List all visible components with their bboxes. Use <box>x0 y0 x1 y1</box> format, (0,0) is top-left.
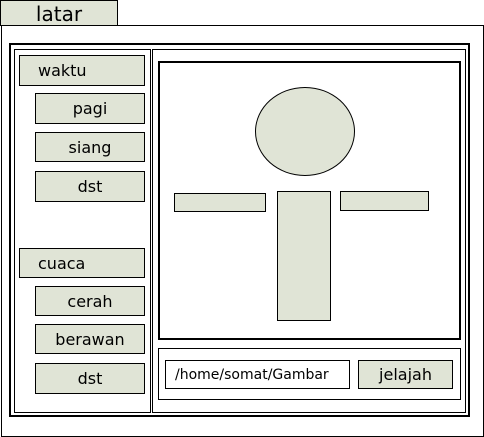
sidebar-group-cuaca[interactable]: cuaca <box>19 248 145 278</box>
sidebar-item-berawan[interactable]: berawan <box>35 324 145 354</box>
figure-body-shape <box>277 191 331 321</box>
figure-head-shape <box>255 87 355 176</box>
sidebar-item-siang[interactable]: siang <box>35 132 145 162</box>
content-frame <box>9 43 470 417</box>
sidebar-item-pagi[interactable]: pagi <box>35 93 145 124</box>
image-preview-canvas <box>158 61 461 340</box>
sidebar-group-waktu[interactable]: waktu <box>19 55 145 86</box>
main-panel <box>152 49 466 413</box>
sidebar-item-cerah[interactable]: cerah <box>35 286 145 316</box>
browse-button[interactable]: jelajah <box>358 360 453 389</box>
path-panel <box>158 348 461 400</box>
figure-right-arm-shape <box>340 191 429 211</box>
sidebar-item-dst-cuaca[interactable]: dst <box>35 363 145 394</box>
window-tab-title[interactable]: latar <box>0 0 118 26</box>
sidebar <box>14 49 151 413</box>
sidebar-item-dst-waktu[interactable]: dst <box>35 171 145 202</box>
figure-left-arm-shape <box>174 193 266 212</box>
path-input[interactable]: /home/somat/Gambar <box>165 360 350 389</box>
